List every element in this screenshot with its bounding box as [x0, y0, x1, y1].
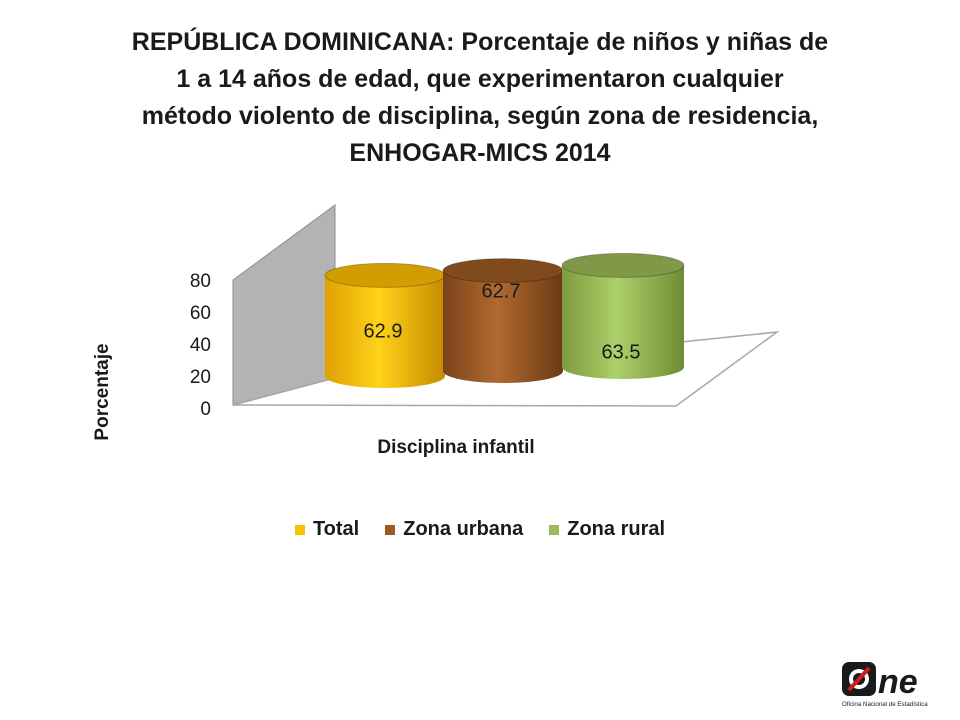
chart-bars: 62.9 62.7 63.5: [324, 252, 685, 388]
legend-label: Total: [312, 518, 360, 540]
y-tick-label: 60: [190, 303, 211, 324]
legend-item: Zona rural: [549, 518, 665, 541]
y-axis-label: Porcentaje: [92, 343, 113, 440]
bar-top: [324, 262, 446, 288]
bar-total: 62.9: [324, 262, 446, 388]
legend-swatch: [294, 524, 305, 535]
legend-item: Zona urbana: [385, 518, 523, 541]
y-tick-label: 0: [200, 399, 211, 420]
legend-item: Total: [294, 518, 360, 541]
data-label: 62.9: [364, 321, 403, 343]
y-tick-label: 20: [190, 367, 211, 388]
x-axis-label: Disciplina infantil: [377, 437, 534, 458]
y-tick-label: 40: [190, 335, 211, 356]
legend-label: Zona urbana: [403, 518, 524, 540]
y-axis-ticks: 0 20 40 60 80: [190, 271, 211, 420]
svg-text:ne: ne: [878, 663, 918, 701]
data-label: 62.7: [482, 281, 521, 303]
bar-body: [443, 270, 563, 383]
y-tick-label: 80: [190, 271, 211, 292]
legend-swatch: [385, 524, 396, 535]
logo-subtitle: Oficina Nacional de Estadística: [842, 701, 928, 708]
bar-body: [562, 265, 684, 379]
legend-label: Zona rural: [567, 518, 666, 540]
bar-body: [325, 275, 445, 388]
title-line: 1 a 14 años de edad, que experimentaron …: [176, 65, 784, 93]
bar-zona-rural: 63.5: [561, 252, 685, 379]
chart-title: REPÚBLICA DOMINICANA: Porcentaje de niño…: [80, 24, 880, 172]
title-line: ENHOGAR-MICS 2014: [349, 139, 611, 167]
title-line: método violento de disciplina, según zon…: [141, 102, 819, 130]
chart-back-wall: [232, 204, 336, 406]
chart-legend: Total Zona urbana Zona rural: [0, 518, 960, 541]
bar-top: [442, 258, 564, 284]
one-logo: ne Oficina Nacional de Estadística: [842, 662, 928, 708]
data-label: 63.5: [602, 342, 641, 364]
title-line: REPÚBLICA DOMINICANA: Porcentaje de niño…: [131, 28, 829, 56]
legend-swatch: [549, 524, 560, 535]
bar-zona-urbana: 62.7: [442, 258, 564, 383]
bar-top: [561, 252, 685, 278]
